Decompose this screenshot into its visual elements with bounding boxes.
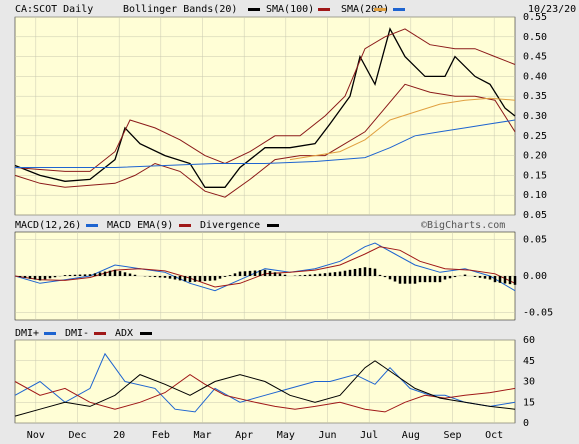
dmi-y-tick-label: 60 (523, 335, 535, 346)
macd-panel: 0.05 0.00 -0.05 (14, 231, 553, 321)
x-tick-label: Aug (402, 430, 420, 441)
price-series (14, 27, 516, 198)
x-tick-label: Jul (360, 430, 378, 441)
macd-series-macd (14, 242, 516, 292)
price-y-tick-label: 0.05 (523, 210, 547, 221)
dmi-plus-legend-label: DMI+ (15, 328, 39, 339)
price-y-ticks: 0.55 0.50 0.45 0.40 0.35 0.30 0.25 0.20 0.15 0.10… (523, 12, 547, 221)
x-axis: Nov Dec 20 Feb Mar Apr May Jun Jul Aug Sep Oct (27, 430, 503, 441)
watermark: ©BigCharts.com (421, 220, 505, 231)
adx-legend-label: ADX (115, 328, 133, 339)
macd-y-tick-label: 0.05 (523, 234, 547, 245)
dmi-y-tick-label: 15 (523, 397, 535, 408)
price-y-tick-label: 0.35 (523, 91, 547, 102)
legend-sma100-label: SMA(100) (266, 4, 314, 15)
x-tick-label: 20 (113, 430, 125, 441)
price-y-tick-label: 0.40 (523, 71, 547, 82)
macd-y-tick-label: 0.00 (523, 271, 547, 282)
dmi-panel-header: DMI+ DMI- ADX (15, 328, 152, 339)
price-y-tick-label: 0.20 (523, 151, 547, 162)
dmi-series-adx (14, 360, 516, 417)
dmi-minus-legend-swatch (94, 332, 106, 335)
x-tick-label: Feb (152, 430, 170, 441)
price-series-sma-100- (289, 97, 516, 161)
date-label: 10/23/20 (528, 4, 576, 15)
dmi-plus-legend-swatch (44, 332, 56, 335)
dmi-series (14, 352, 516, 417)
macd-y-ticks: 0.05 0.00 -0.05 (523, 234, 553, 318)
price-grid (15, 16, 515, 216)
x-tick-label: May (277, 430, 295, 441)
divergence-legend-swatch (267, 224, 279, 227)
dmi-y-tick-label: 30 (523, 377, 535, 388)
price-series-bollinger-upper (14, 28, 516, 172)
dmi-y-tick-label: 0 (523, 418, 529, 429)
dmi-panel: 60 45 30 15 0 (14, 335, 535, 429)
price-series-price (14, 27, 516, 188)
price-panel-header: CA:SCOT Daily Bollinger Bands(20) SMA(10… (15, 4, 576, 15)
price-series-bollinger-lower (14, 83, 516, 198)
dmi-y-tick-label: 45 (523, 356, 535, 367)
adx-legend-swatch (140, 332, 152, 335)
price-y-tick-label: 0.30 (523, 111, 547, 122)
x-tick-label: Oct (485, 430, 503, 441)
divergence-legend-label: Divergence (200, 220, 260, 231)
price-y-tick-label: 0.55 (523, 12, 547, 23)
macd-series (14, 242, 517, 292)
price-panel: 0.55 0.50 0.45 0.40 0.35 0.30 0.25 0.20 0.15 0.10… (14, 12, 547, 221)
dmi-series-dmi- (14, 373, 516, 413)
x-tick-label: Dec (68, 430, 86, 441)
macd-series-ema (14, 246, 516, 288)
price-y-tick-label: 0.45 (523, 52, 547, 63)
x-tick-label: Mar (193, 430, 211, 441)
macd-ema-legend-swatch (179, 224, 191, 227)
price-y-tick-label: 0.50 (523, 32, 547, 43)
legend-extra-swatch (393, 8, 405, 11)
legend-sma100-swatch (318, 8, 330, 11)
legend-sma200-swatch (374, 8, 386, 11)
x-tick-label: Apr (235, 430, 253, 441)
macd-y-tick-label: -0.05 (523, 308, 553, 319)
legend-bollinger-label: Bollinger Bands(20) (123, 4, 237, 15)
macd-ema-legend-label: MACD EMA(9) (107, 220, 173, 231)
price-y-tick-label: 0.25 (523, 131, 547, 142)
legend-bollinger-swatch (248, 8, 260, 11)
dmi-y-ticks: 60 45 30 15 0 (523, 335, 535, 429)
macd-panel-header: MACD(12,26) MACD EMA(9) Divergence ©BigC… (15, 220, 505, 231)
price-series-sma-200- (15, 119, 516, 168)
symbol-label: CA:SCOT Daily (15, 4, 93, 15)
macd-legend-swatch (86, 224, 98, 227)
legend-sma200-label: SMA(200) (341, 4, 389, 15)
x-tick-label: Nov (27, 430, 45, 441)
price-y-tick-label: 0.15 (523, 170, 547, 181)
price-y-tick-label: 0.10 (523, 190, 547, 201)
macd-legend-label: MACD(12,26) (15, 220, 81, 231)
dmi-minus-legend-label: DMI- (65, 328, 89, 339)
x-tick-label: Jun (318, 430, 336, 441)
x-tick-label: Sep (443, 430, 461, 441)
